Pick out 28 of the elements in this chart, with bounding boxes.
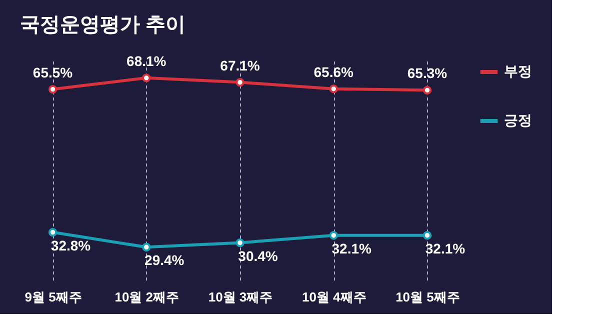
data-label: 65.3% bbox=[407, 65, 448, 82]
data-label: 32.8% bbox=[50, 237, 92, 254]
data-label: 68.1% bbox=[126, 52, 167, 69]
data-label: 32.1% bbox=[425, 240, 466, 256]
x-tick-label: 10월 2째주 bbox=[114, 290, 180, 304]
legend-label: 부정 bbox=[504, 63, 532, 79]
data-label: 67.1% bbox=[220, 57, 260, 74]
point bbox=[48, 84, 58, 94]
x-tick-label: 10월 5째주 bbox=[396, 290, 460, 304]
x-tick-label: 9월 5째주 bbox=[24, 290, 82, 304]
legend-label: 긍정 bbox=[504, 112, 532, 128]
point bbox=[422, 231, 432, 240]
point bbox=[236, 238, 244, 248]
point bbox=[236, 78, 244, 87]
data-label: 32.1% bbox=[332, 240, 372, 256]
data-label: 29.4% bbox=[144, 252, 185, 268]
point bbox=[329, 231, 338, 240]
data-label: 30.4% bbox=[238, 248, 278, 264]
chart-title: 국정운영평가 추이 bbox=[20, 14, 186, 36]
point bbox=[142, 242, 151, 252]
data-label: 65.5% bbox=[32, 64, 74, 80]
x-tick-label: 10월 3째주 bbox=[208, 290, 273, 304]
data-label: 65.6% bbox=[314, 64, 354, 80]
x-tick-label: 10월 4째주 bbox=[302, 290, 366, 304]
point bbox=[48, 228, 58, 237]
point bbox=[329, 84, 338, 94]
point bbox=[142, 74, 151, 82]
point bbox=[422, 86, 432, 95]
